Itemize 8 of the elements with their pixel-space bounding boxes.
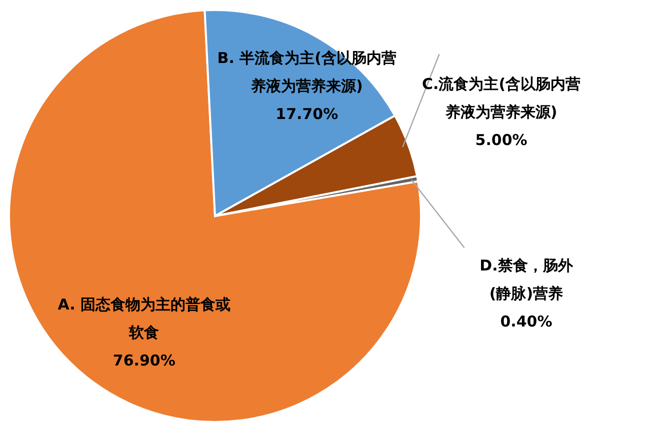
slice-label: C.流食为主(含以肠内营养液为营养来源) (422, 75, 581, 122)
slice-label: D.禁食，肠外(静脉)营养 (480, 256, 574, 303)
slice-label: A. 固态食物为主的普食或软食 (58, 295, 231, 342)
data-label: 0.40% (500, 312, 552, 331)
data-label: 17.70% (276, 105, 338, 124)
data-label: 5.00% (475, 131, 528, 150)
pie-slice (8, 9, 422, 423)
data-label: 76.90% (112, 351, 176, 370)
